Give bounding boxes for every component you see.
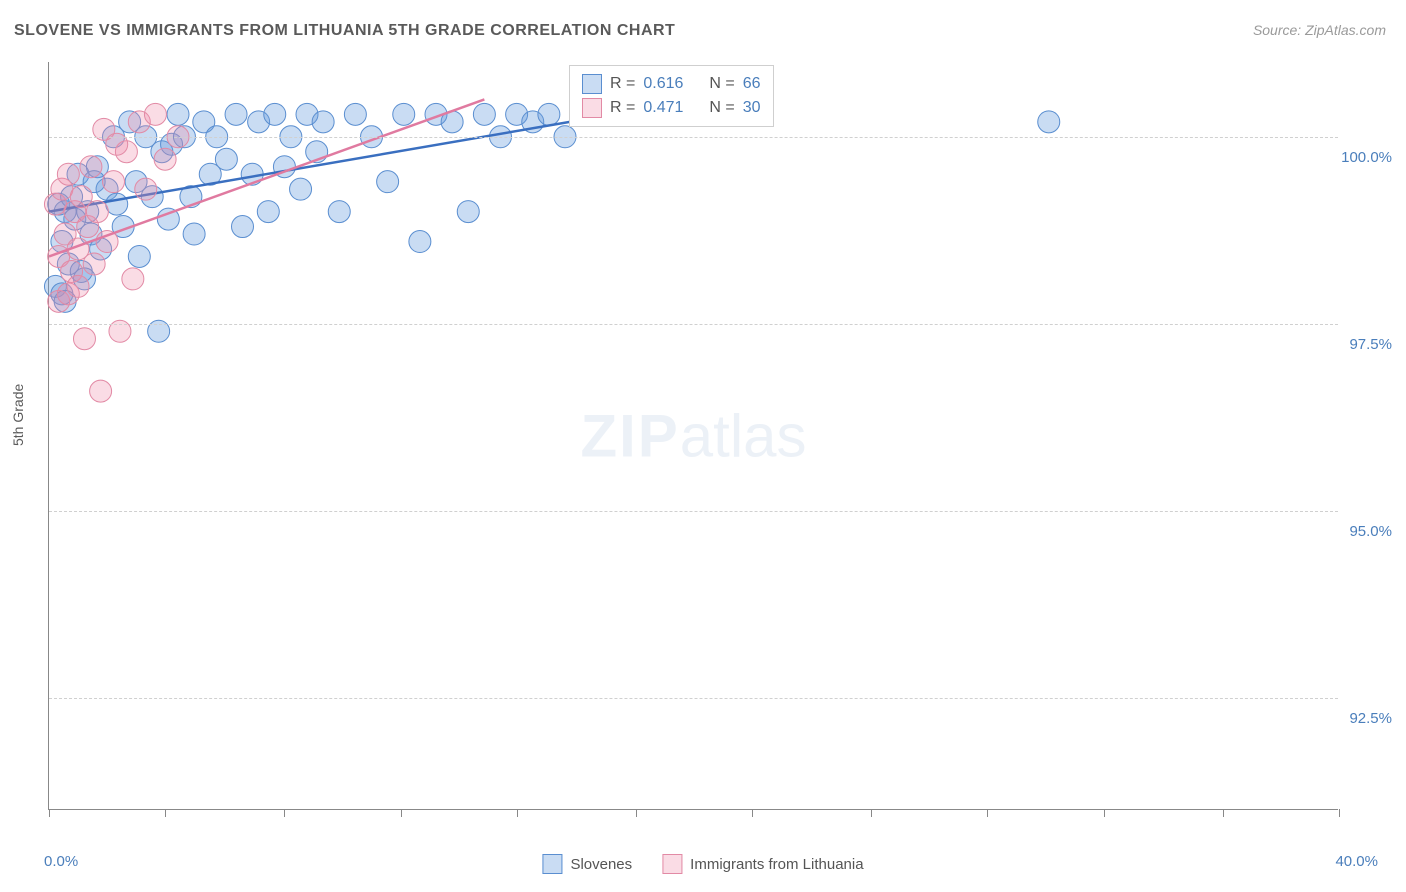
gridline-h (49, 324, 1338, 325)
y-tick-label: 97.5% (1349, 336, 1392, 353)
data-point (86, 201, 108, 223)
chart-title: SLOVENE VS IMMIGRANTS FROM LITHUANIA 5TH… (14, 22, 675, 40)
data-point (312, 111, 334, 133)
data-point (90, 380, 112, 402)
data-point (473, 103, 495, 125)
data-point (128, 245, 150, 267)
x-axis-min-label: 0.0% (44, 853, 78, 870)
data-point (80, 156, 102, 178)
gridline-h (49, 137, 1338, 138)
x-tick (1104, 809, 1105, 817)
x-tick (987, 809, 988, 817)
data-point (225, 103, 247, 125)
legend-label: Slovenes (570, 856, 632, 873)
data-point (257, 201, 279, 223)
data-point (290, 178, 312, 200)
n-value: 30 (743, 99, 761, 117)
data-point (409, 231, 431, 253)
n-label: N = (709, 75, 734, 93)
legend-item: Slovenes (542, 854, 632, 874)
x-tick (165, 809, 166, 817)
data-point (154, 148, 176, 170)
legend-item: Immigrants from Lithuania (662, 854, 863, 874)
r-value: 0.471 (643, 99, 683, 117)
legend-label: Immigrants from Lithuania (690, 856, 863, 873)
data-point (144, 103, 166, 125)
plot-area: ZIPatlas R =0.616N =66R =0.471N =30 (48, 62, 1338, 810)
x-tick (49, 809, 50, 817)
x-tick (1223, 809, 1224, 817)
stats-row: R = 0.471 N = 30 (582, 96, 761, 120)
data-point (377, 171, 399, 193)
data-point (538, 103, 560, 125)
data-point (457, 201, 479, 223)
data-point (1038, 111, 1060, 133)
data-point (67, 275, 89, 297)
series-swatch (582, 98, 602, 118)
stats-row: R = 0.616 N = 66 (582, 72, 761, 96)
data-point (232, 216, 254, 238)
x-tick (517, 809, 518, 817)
data-point (106, 193, 128, 215)
x-tick (752, 809, 753, 817)
series-legend: Slovenes Immigrants from Lithuania (542, 854, 863, 874)
x-axis-max-label: 40.0% (1335, 853, 1378, 870)
gridline-h (49, 698, 1338, 699)
r-value: 0.616 (643, 75, 683, 93)
data-point (344, 103, 366, 125)
r-label: R = (610, 99, 635, 117)
data-point (183, 223, 205, 245)
gridline-h (49, 511, 1338, 512)
data-point (83, 253, 105, 275)
r-label: R = (610, 75, 635, 93)
stats-legend-box: R = 0.616 N = 66 R = 0.471 N = 30 (569, 65, 774, 127)
data-point (73, 328, 95, 350)
x-tick (636, 809, 637, 817)
data-point (393, 103, 415, 125)
series-swatch (582, 74, 602, 94)
data-point (167, 103, 189, 125)
legend-swatch (662, 854, 682, 874)
data-point (57, 163, 79, 185)
n-value: 66 (743, 75, 761, 93)
data-point (122, 268, 144, 290)
x-tick (284, 809, 285, 817)
source-attribution: Source: ZipAtlas.com (1253, 22, 1386, 38)
y-tick-label: 92.5% (1349, 710, 1392, 727)
data-point (215, 148, 237, 170)
data-point (328, 201, 350, 223)
x-tick (1339, 809, 1340, 817)
x-tick (401, 809, 402, 817)
data-point (135, 178, 157, 200)
data-point (103, 171, 125, 193)
y-tick-label: 95.0% (1349, 523, 1392, 540)
y-axis-title: 5th Grade (10, 384, 26, 446)
x-tick (871, 809, 872, 817)
legend-swatch (542, 854, 562, 874)
data-point (264, 103, 286, 125)
y-tick-label: 100.0% (1341, 149, 1392, 166)
n-label: N = (709, 99, 734, 117)
